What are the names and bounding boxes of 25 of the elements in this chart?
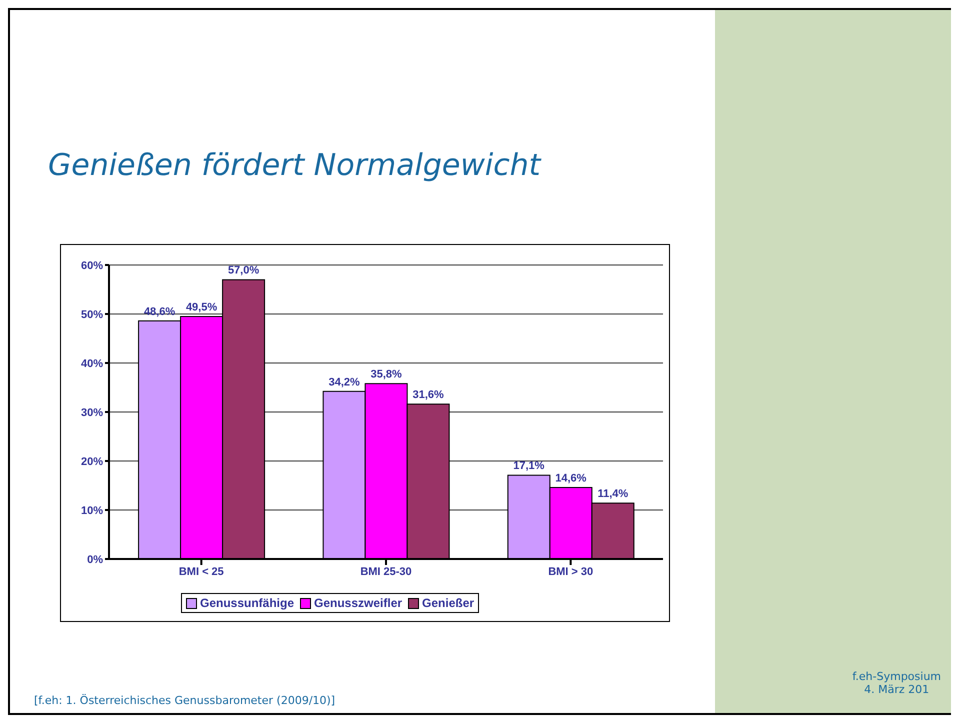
data-label: 31,6% — [412, 389, 444, 402]
data-label: 14,6% — [555, 472, 587, 484]
text: f.eh-Symposium — [852, 670, 941, 683]
chart-title: Genießen fördert Normalgewicht — [48, 148, 541, 183]
legend-label: Genießer — [421, 596, 474, 610]
x-tick-label: BMI > 30 — [548, 566, 594, 578]
data-label: 17,1% — [513, 460, 545, 472]
y-tick-label: 30% — [80, 406, 104, 419]
y-tick-label: 50% — [80, 308, 104, 321]
data-label: 35,8% — [370, 368, 402, 381]
data-label: 11,4% — [598, 488, 628, 500]
x-tick-label: BMI < 25 — [178, 566, 224, 578]
y-tick-label: 10% — [80, 504, 104, 517]
y-tick-label: 60% — [80, 260, 104, 272]
y-tick-label: 20% — [80, 456, 104, 468]
legend-label: Genusszweifler — [313, 596, 402, 610]
text: [f.eh: 1. Österreichisches Genussbarometer (2009/10)] — [34, 694, 336, 707]
data-label: 34,2% — [328, 376, 360, 388]
data-label: 49,5% — [186, 301, 218, 314]
legend-label: Genussunfähige — [199, 596, 294, 610]
text: 4. März 201 — [863, 683, 930, 696]
y-tick-label: 40% — [80, 358, 104, 370]
data-label: 57,0% — [228, 264, 260, 277]
y-tick-label: 0% — [87, 554, 104, 566]
x-tick-label: BMI 25-30 — [360, 566, 412, 578]
